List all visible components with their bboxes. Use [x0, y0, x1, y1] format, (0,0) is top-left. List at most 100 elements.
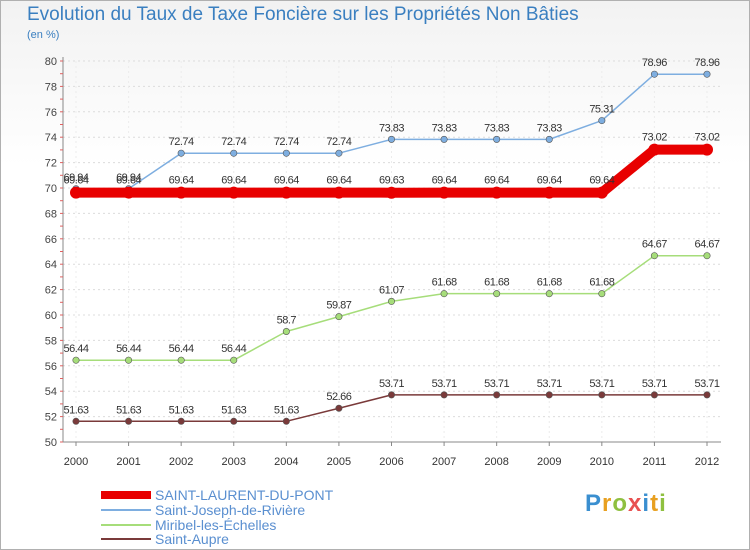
y-tick-label: 50: [45, 437, 57, 449]
y-tick-label: 78: [45, 81, 57, 93]
data-label: 69.64: [589, 175, 614, 187]
data-point: [177, 149, 185, 157]
data-label: 73.83: [484, 122, 509, 134]
data-label: 69.64: [274, 175, 299, 187]
x-tick-label: 2010: [590, 456, 614, 468]
data-label: 72.74: [274, 136, 299, 148]
data-label: 56.44: [221, 343, 246, 355]
data-point: [545, 290, 553, 298]
data-label: 69.63: [379, 175, 404, 187]
y-tick-label: 68: [45, 208, 57, 220]
x-tick-label: 2007: [432, 456, 456, 468]
data-label: 69.64: [326, 175, 351, 187]
y-tick-label: 70: [45, 183, 57, 195]
data-label: 73.83: [379, 122, 404, 134]
data-label: 69.64: [484, 175, 509, 187]
legend-item-miribel-les-echelles[interactable]: Miribel-les-Échelles: [101, 517, 276, 533]
data-point: [701, 143, 713, 156]
data-label: 73.02: [642, 132, 667, 144]
data-point: [70, 186, 82, 199]
data-label: 69.64: [221, 175, 246, 187]
data-label: 51.63: [169, 404, 194, 416]
data-point: [125, 417, 133, 425]
y-tick-label: 80: [45, 56, 57, 68]
proxiti-logo: Proxiti: [585, 490, 667, 517]
line-chart: 50 52 54 56 58 60 62 64 66 68 70 72 74 76 78 80 2000 2001…: [45, 56, 721, 468]
legend-label-saint-aupre: Saint-Aupre: [155, 531, 229, 547]
data-point: [72, 356, 80, 364]
data-label: 51.63: [63, 404, 88, 416]
legend-item-saint-joseph-de-riviere[interactable]: Saint-Joseph-de-Rivière: [101, 502, 305, 518]
data-point: [335, 149, 343, 157]
y-tick-label: 52: [45, 412, 57, 424]
data-label: 53.71: [379, 378, 404, 390]
data-point: [282, 149, 290, 157]
data-point: [650, 70, 658, 78]
data-point: [335, 404, 343, 412]
data-point: [230, 417, 238, 425]
data-label: 72.74: [221, 136, 246, 148]
data-point: [72, 417, 80, 425]
data-label: 53.71: [432, 378, 457, 390]
x-tick-label: 2011: [643, 456, 667, 468]
data-point: [387, 135, 395, 143]
data-point: [595, 186, 608, 199]
data-point: [122, 186, 135, 199]
data-point: [493, 135, 501, 143]
data-point: [332, 186, 345, 199]
y-tick-label: 64: [45, 259, 57, 271]
legend-item-saint-laurent-du-pont[interactable]: SAINT-LAURENT-DU-PONT: [101, 487, 333, 503]
y-tick-label: 72: [45, 158, 57, 170]
data-label: 56.44: [63, 343, 88, 355]
data-label: 69.64: [537, 175, 562, 187]
x-tick-label: 2006: [379, 456, 403, 468]
x-tick-label: 2002: [169, 456, 193, 468]
data-point: [282, 328, 290, 336]
data-label: 51.63: [274, 404, 299, 416]
y-tick-label: 58: [45, 335, 57, 347]
x-tick-label: 2005: [327, 456, 351, 468]
data-label: 61.07: [379, 284, 404, 296]
data-point: [493, 391, 501, 399]
data-point: [598, 290, 606, 298]
legend-swatch-saint-laurent-du-pont: [101, 491, 151, 499]
data-point: [177, 356, 185, 364]
data-point: [230, 149, 238, 157]
data-point: [175, 186, 188, 199]
data-label: 72.74: [169, 136, 194, 148]
data-point: [282, 417, 290, 425]
y-tick-label: 56: [45, 361, 57, 373]
legend-swatch-saint-joseph-de-riviere: [101, 509, 151, 511]
legend-item-saint-aupre[interactable]: Saint-Aupre: [101, 531, 229, 547]
data-label: 75.31: [589, 104, 614, 116]
y-tick-label: 76: [45, 107, 57, 119]
y-axis-unit: (en %): [27, 29, 60, 41]
x-tick-label: 2003: [222, 456, 246, 468]
data-point: [598, 391, 606, 399]
data-label: 52.66: [326, 391, 351, 403]
data-label: 69.94: [63, 172, 88, 184]
y-tick-label: 60: [45, 310, 57, 322]
data-label: 64.67: [694, 239, 719, 251]
data-point: [545, 391, 553, 399]
data-point: [440, 290, 448, 298]
data-label: 78.96: [642, 57, 667, 69]
x-tick-label: 2008: [484, 456, 508, 468]
data-label: 69.64: [63, 175, 88, 187]
x-tick-label: 2012: [695, 456, 719, 468]
y-tick-label: 62: [45, 285, 57, 297]
data-point: [703, 391, 711, 399]
data-point: [230, 356, 238, 364]
legend-label-saint-laurent-du-pont: SAINT-LAURENT-DU-PONT: [155, 487, 334, 503]
legend-label-miribel-les-echelles: Miribel-les-Échelles: [155, 517, 277, 533]
x-tick-label: 2004: [274, 456, 298, 468]
data-point: [440, 135, 448, 143]
data-label: 69.64: [169, 175, 194, 187]
data-label: 61.68: [432, 277, 457, 289]
data-label: 69.94: [116, 172, 141, 184]
data-point: [703, 70, 711, 78]
data-point: [438, 186, 451, 199]
data-point: [385, 186, 398, 199]
y-tick-label: 66: [45, 234, 57, 246]
